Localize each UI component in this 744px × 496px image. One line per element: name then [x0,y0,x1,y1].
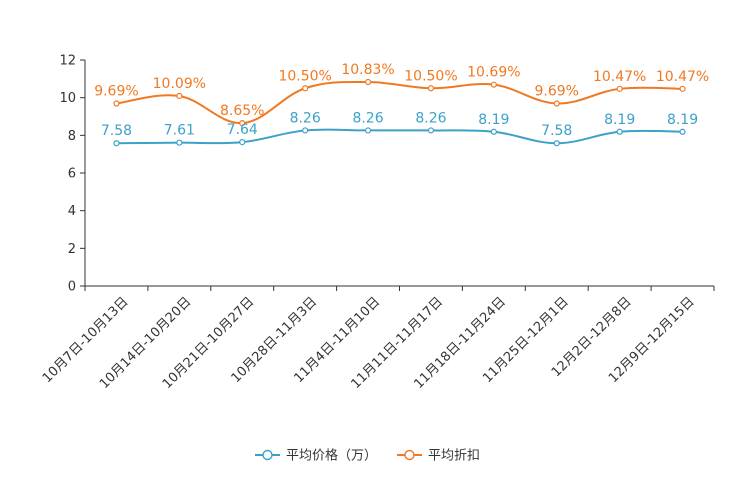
legend-item-1[interactable]: 平均折扣 [397,449,480,464]
data-point[interactable] [427,127,435,134]
data-label: 7.61 [164,123,195,139]
y-tick-label: 2 [68,242,76,257]
data-label: 10.47% [656,69,709,85]
data-label: 7.64 [227,122,258,138]
data-point[interactable] [427,85,435,92]
y-tick-label: 12 [59,54,76,69]
legend-marker-icon [262,449,273,461]
data-point[interactable] [176,92,183,100]
data-label: 8.26 [415,110,446,126]
data-point[interactable] [616,85,623,92]
data-point[interactable] [364,127,372,134]
data-label: 10.50% [404,68,457,84]
series-line-1 [116,80,683,125]
data-point[interactable] [553,100,560,107]
data-label: 8.26 [290,110,321,126]
data-point[interactable] [239,139,246,146]
data-point[interactable] [553,140,560,147]
legend-label: 平均折扣 [428,449,480,464]
series-line-0 [116,128,683,145]
legend-marker-icon [404,449,415,461]
legend-item-0[interactable]: 平均价格（万） [255,448,377,464]
data-point[interactable] [490,128,497,135]
y-tick-label: 4 [68,204,76,219]
data-point[interactable] [113,100,120,107]
data-point[interactable] [113,140,120,147]
data-point[interactable] [616,128,623,135]
data-label: 8.19 [478,112,509,128]
data-label: 7.58 [101,123,132,139]
y-tick-label: 6 [68,167,76,182]
data-label: 8.65% [220,103,264,119]
data-point[interactable] [302,127,309,134]
data-label: 10.47% [593,69,646,85]
data-label: 8.19 [604,112,635,128]
data-point[interactable] [364,78,372,86]
data-label: 10.83% [341,62,394,78]
axes-layer: 02468101210月7日-10月13日10月14日-10月20日10月21日… [40,54,715,392]
series-layer [113,78,686,147]
data-point[interactable] [239,119,246,127]
data-point[interactable] [176,139,183,146]
legend-label: 平均价格（万） [286,448,377,464]
legend[interactable]: 平均价格（万） 平均折扣 [255,448,480,464]
y-tick-label: 8 [68,129,76,144]
data-point[interactable] [679,128,686,135]
data-label: 9.69% [94,84,138,100]
data-label: 7.58 [541,123,572,139]
y-tick-label: 10 [59,91,76,106]
data-label: 9.69% [535,84,579,100]
data-label: 8.26 [352,110,383,126]
data-point[interactable] [302,85,309,92]
data-label: 10.09% [153,76,206,92]
y-tick-label: 0 [68,280,76,295]
data-label: 10.50% [278,68,331,84]
data-label: 8.19 [667,112,698,128]
data-labels-layer: 7.58 7.61 7.64 8.26 8.26 8.26 8.19 7.58 8.19 8.19… [94,62,709,139]
data-point[interactable] [679,85,686,92]
data-point[interactable] [490,81,497,88]
data-label: 10.69% [467,65,520,81]
